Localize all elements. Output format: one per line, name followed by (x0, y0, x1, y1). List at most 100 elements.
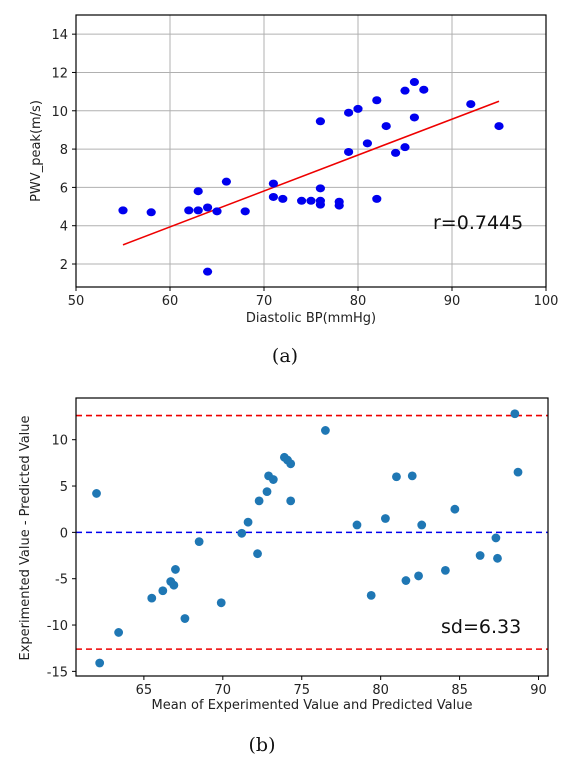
panel-b-data-point (253, 549, 262, 559)
panel-b-x-tick-label: 70 (215, 683, 232, 698)
panel-a-frame (75, 14, 547, 288)
panel-b-y-axis-label: Experimented Value - Predicted Value (18, 415, 33, 660)
panel-a-data-point (391, 148, 401, 157)
panel-a-data-point (409, 113, 419, 122)
panel-a-data-point (372, 96, 382, 105)
panel-a-x-tick-label: 100 (534, 294, 559, 309)
panel-b-data-point (158, 586, 168, 596)
panel-b-data-point (450, 504, 460, 514)
panel-a-y-tick-label: 6 (60, 181, 68, 196)
panel-b-plot-area (76, 398, 548, 676)
panel-a-data-point (268, 179, 278, 188)
panel-b-data-point (262, 487, 272, 496)
panel-b-y-tick-label: -15 (47, 665, 68, 680)
panel-a-data-point (409, 78, 419, 87)
panel-a-y-tick-label: 14 (51, 28, 68, 43)
panel-a-fit-line (122, 100, 500, 246)
panel-a-data-point (203, 203, 213, 212)
panel-a-x-tick-label: 70 (256, 294, 273, 309)
panel-a-data-point (306, 196, 316, 205)
panel-b-x-tick-label: 65 (136, 683, 153, 698)
panel-a-data-point (212, 207, 222, 216)
panel-a-x-tick-label: 90 (444, 294, 461, 309)
panel-b-data-point (475, 551, 485, 560)
panel-a-y-ticks: 2 4 6 8 10 12 14 (51, 28, 76, 273)
panel-b-data-point (414, 571, 423, 581)
panel-b-data-point (491, 533, 501, 543)
panel-b-data-point (352, 520, 362, 530)
panel-b-points (92, 409, 523, 668)
panel-b-caption: (b) (249, 734, 276, 756)
panel-a-correlation-annotation: r=0.7445 (433, 212, 523, 234)
panel-b-data-point (321, 426, 330, 435)
panel-b-data-point (147, 593, 157, 603)
panel-a-data-point (193, 206, 203, 215)
panel-a-data-point (221, 177, 231, 186)
panel-b-data-point (401, 576, 411, 585)
panel-b-data-point (169, 580, 179, 590)
panel-a-data-point (240, 207, 250, 216)
panel-a-points (118, 78, 504, 276)
panel-b-data-point (243, 517, 253, 527)
panel-b-y-tick-label: -10 (47, 619, 68, 634)
panel-a-data-point (118, 206, 128, 215)
panel-a-fit-line-group (122, 100, 500, 246)
panel-a-data-point (400, 86, 410, 95)
panel-a-data-point (494, 122, 504, 131)
panel-b-data-point (366, 590, 376, 600)
panel-b-data-point (417, 520, 427, 530)
panel-a-x-tick-label: 60 (162, 294, 179, 309)
panel-a-data-point (419, 85, 429, 94)
panel-a-data-point (315, 200, 325, 209)
panel-b-y-ticks: -15 -10 -5 0 5 10 (47, 434, 76, 680)
panel-b-y-tick-label: 10 (51, 434, 68, 449)
panel-a-y-tick-label: 2 (60, 258, 68, 273)
panel-b-data-point (513, 467, 523, 477)
panel-a-data-point (297, 196, 307, 205)
panel-a-y-tick-label: 8 (60, 143, 68, 158)
panel-a-data-point (334, 201, 344, 210)
panel-a-data-point (353, 104, 363, 113)
panel-a-data-point (315, 117, 325, 126)
panel-b-x-ticks: 65 70 75 80 85 90 (136, 676, 547, 698)
panel-b-x-tick-label: 80 (372, 683, 389, 698)
panel-a-data-point (466, 100, 476, 109)
panel-a-y-tick-label: 10 (51, 105, 68, 120)
panel-a-caption: (a) (272, 345, 298, 367)
panel-b-data-point (194, 537, 204, 547)
panel-a-data-point (193, 187, 203, 196)
panel-b-data-point (493, 553, 502, 563)
panel-a-data-point (372, 194, 382, 203)
panel-a-x-axis-label: Diastolic BP(mmHg) (246, 311, 376, 326)
panel-b-data-point (95, 658, 105, 668)
panel-b-reference-lines (76, 414, 548, 650)
panel-b-data-point (268, 475, 278, 484)
panel-b-data-point (381, 514, 390, 523)
panel-a-data-point (278, 194, 288, 203)
panel-a-data-point (203, 267, 213, 276)
panel-b-data-point (92, 489, 101, 498)
panel-b-data-point (254, 496, 264, 506)
panel-b-bland-altman: 65 70 75 80 85 90 -15 -10 -5 0 5 10 Mean of Experi… (18, 397, 549, 756)
panel-b-x-axis-label: Mean of Experimented Value and Predicted… (152, 698, 473, 713)
panel-b-data-point (286, 459, 296, 469)
panel-a-scatter: 50 60 70 80 90 100 2 4 6 8 10 12 14 Diastolic BP(mm… (29, 14, 559, 367)
panel-b-data-point (180, 614, 190, 623)
panel-b-data-point (510, 409, 520, 419)
panel-b-data-point (171, 565, 180, 574)
panel-b-x-tick-label: 75 (293, 683, 310, 698)
panel-a-data-point (362, 139, 372, 148)
panel-a-data-point (344, 108, 354, 117)
panel-a-plot-area (76, 15, 546, 287)
panel-a-data-point (344, 147, 354, 156)
panel-a-y-axis-label: PWV_peak(m/s) (29, 100, 44, 202)
panel-a-y-tick-label: 4 (60, 220, 68, 235)
panel-b-x-tick-label: 90 (530, 683, 547, 698)
panel-a-data-point (184, 206, 194, 215)
panel-b-data-point (237, 528, 247, 538)
panel-b-sd-annotation: sd=6.33 (441, 616, 521, 638)
panel-b-data-point (392, 472, 401, 482)
panel-b-data-point (286, 496, 296, 506)
panel-a-data-point (315, 184, 325, 193)
